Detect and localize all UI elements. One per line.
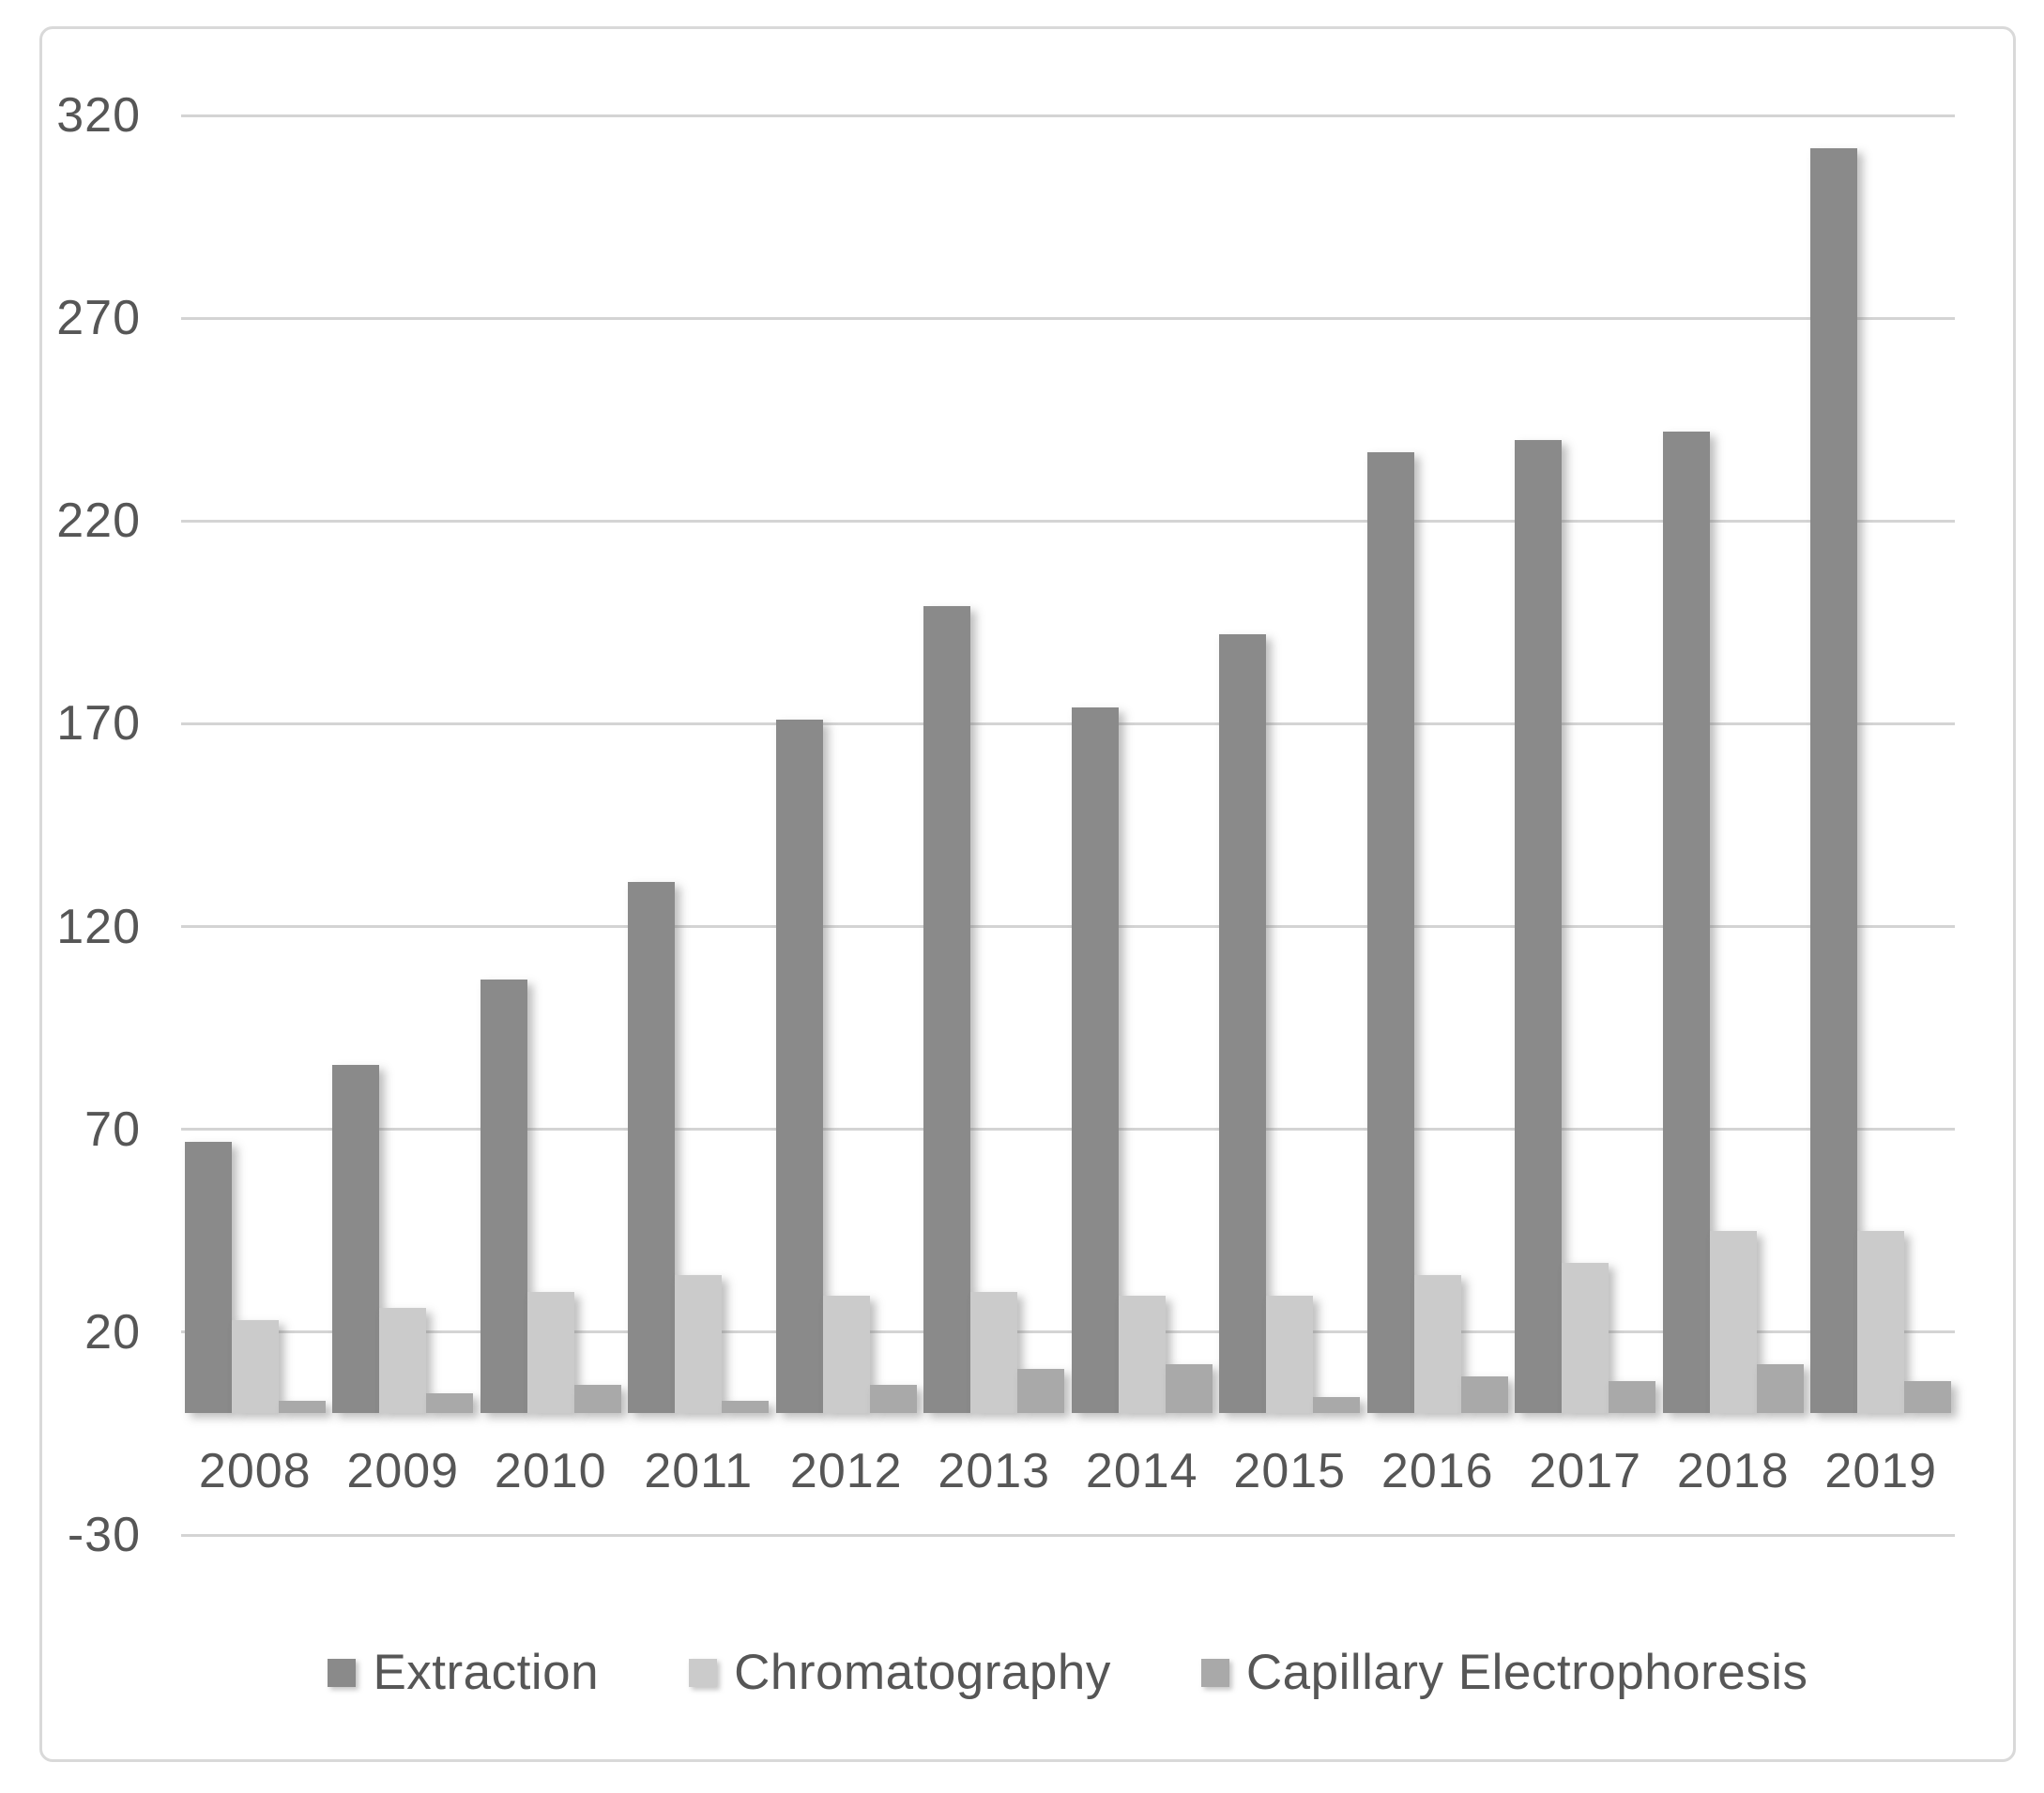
x-tick-label-2018: 2018	[1676, 1444, 1790, 1498]
y-tick-label: 270	[56, 291, 141, 346]
x-tick-label-2019: 2019	[1824, 1444, 1938, 1498]
legend-swatch-icon	[689, 1658, 718, 1687]
gridline-270	[181, 316, 1955, 320]
gridline-220	[181, 519, 1955, 523]
y-tick-label: -30	[67, 1508, 141, 1562]
gridline-320	[181, 114, 1955, 117]
legend-label: Chromatography	[734, 1645, 1111, 1700]
x-tick-label-2013: 2013	[938, 1444, 1051, 1498]
bar-capillary-electrophoresis-2010	[573, 1385, 621, 1414]
bar-chromatography-2019	[1857, 1230, 1905, 1414]
x-tick-label-2009: 2009	[346, 1444, 460, 1498]
legend: Extraction Chromatography Capillary Electr…	[181, 1644, 1955, 1701]
bar-extraction-2019	[1810, 147, 1858, 1414]
bar-chromatography-2013	[970, 1291, 1018, 1414]
y-tick-label: 170	[56, 696, 141, 752]
bar-chromatography-2011	[675, 1275, 723, 1414]
bar-chromatography-2014	[1118, 1295, 1166, 1414]
gridline-120	[181, 925, 1955, 929]
x-tick-label-2014: 2014	[1085, 1444, 1198, 1498]
bar-extraction-2016	[1366, 451, 1414, 1414]
legend-label: Extraction	[373, 1645, 600, 1700]
bar-capillary-electrophoresis-2018	[1756, 1364, 1804, 1414]
gridline-70	[181, 1128, 1955, 1132]
bar-capillary-electrophoresis-2009	[426, 1392, 474, 1414]
legend-item-capillary-electrophoresis: Capillary Electrophoresis	[1200, 1644, 1808, 1701]
bar-extraction-2012	[775, 720, 823, 1414]
bar-extraction-2011	[628, 882, 676, 1414]
bar-extraction-2015	[1219, 634, 1267, 1414]
legend-item-chromatography: Chromatography	[689, 1644, 1111, 1701]
y-tick-label: 20	[84, 1304, 141, 1360]
bar-extraction-2013	[923, 606, 971, 1414]
bar-capillary-electrophoresis-2013	[1017, 1368, 1065, 1414]
x-tick-label-2008: 2008	[198, 1444, 312, 1498]
x-tick-label-2010: 2010	[494, 1444, 607, 1498]
legend-swatch-icon	[328, 1658, 357, 1687]
bar-extraction-2017	[1515, 439, 1563, 1414]
y-tick-label: 220	[56, 494, 141, 549]
gridline-20	[181, 1330, 1955, 1334]
bar-chromatography-2008	[231, 1319, 279, 1414]
chart-frame-border	[39, 26, 2016, 1762]
bar-chromatography-2009	[379, 1307, 427, 1414]
x-tick-label-2017: 2017	[1529, 1444, 1642, 1498]
bar-chromatography-2018	[1709, 1230, 1757, 1414]
bar-capillary-electrophoresis-2016	[1460, 1376, 1508, 1414]
bar-extraction-2018	[1662, 432, 1710, 1414]
bar-capillary-electrophoresis-2008	[278, 1401, 326, 1414]
bar-extraction-2014	[1071, 707, 1119, 1414]
bar-capillary-electrophoresis-2014	[1165, 1364, 1213, 1414]
gridline-170	[181, 722, 1955, 725]
x-tick-label-2015: 2015	[1233, 1444, 1347, 1498]
y-tick-label: 320	[56, 88, 141, 143]
x-tick-label-2011: 2011	[644, 1444, 754, 1498]
bar-chromatography-2012	[822, 1295, 870, 1414]
bar-extraction-2009	[332, 1064, 380, 1414]
legend-label: Capillary Electrophoresis	[1245, 1645, 1808, 1700]
y-tick-label: 70	[84, 1102, 141, 1157]
bar-chromatography-2015	[1266, 1295, 1314, 1414]
bar-capillary-electrophoresis-2017	[1609, 1380, 1656, 1414]
y-tick-label: 120	[56, 899, 141, 954]
legend-item-extraction: Extraction	[328, 1644, 599, 1701]
bar-capillary-electrophoresis-2019	[1904, 1380, 1952, 1414]
bar-capillary-electrophoresis-2011	[722, 1401, 770, 1414]
x-tick-label-2012: 2012	[789, 1444, 903, 1498]
bar-extraction-2008	[184, 1141, 232, 1414]
bar-chromatography-2016	[1413, 1275, 1461, 1414]
bar-chromatography-2010	[526, 1291, 574, 1414]
bar-extraction-2010	[480, 979, 527, 1414]
x-tick-label-2016: 2016	[1380, 1444, 1494, 1498]
bar-capillary-electrophoresis-2012	[869, 1385, 917, 1414]
bar-chromatography-2017	[1562, 1263, 1609, 1414]
bar-capillary-electrophoresis-2015	[1313, 1397, 1361, 1414]
gridline--30	[181, 1533, 1955, 1537]
legend-swatch-icon	[1200, 1658, 1229, 1687]
